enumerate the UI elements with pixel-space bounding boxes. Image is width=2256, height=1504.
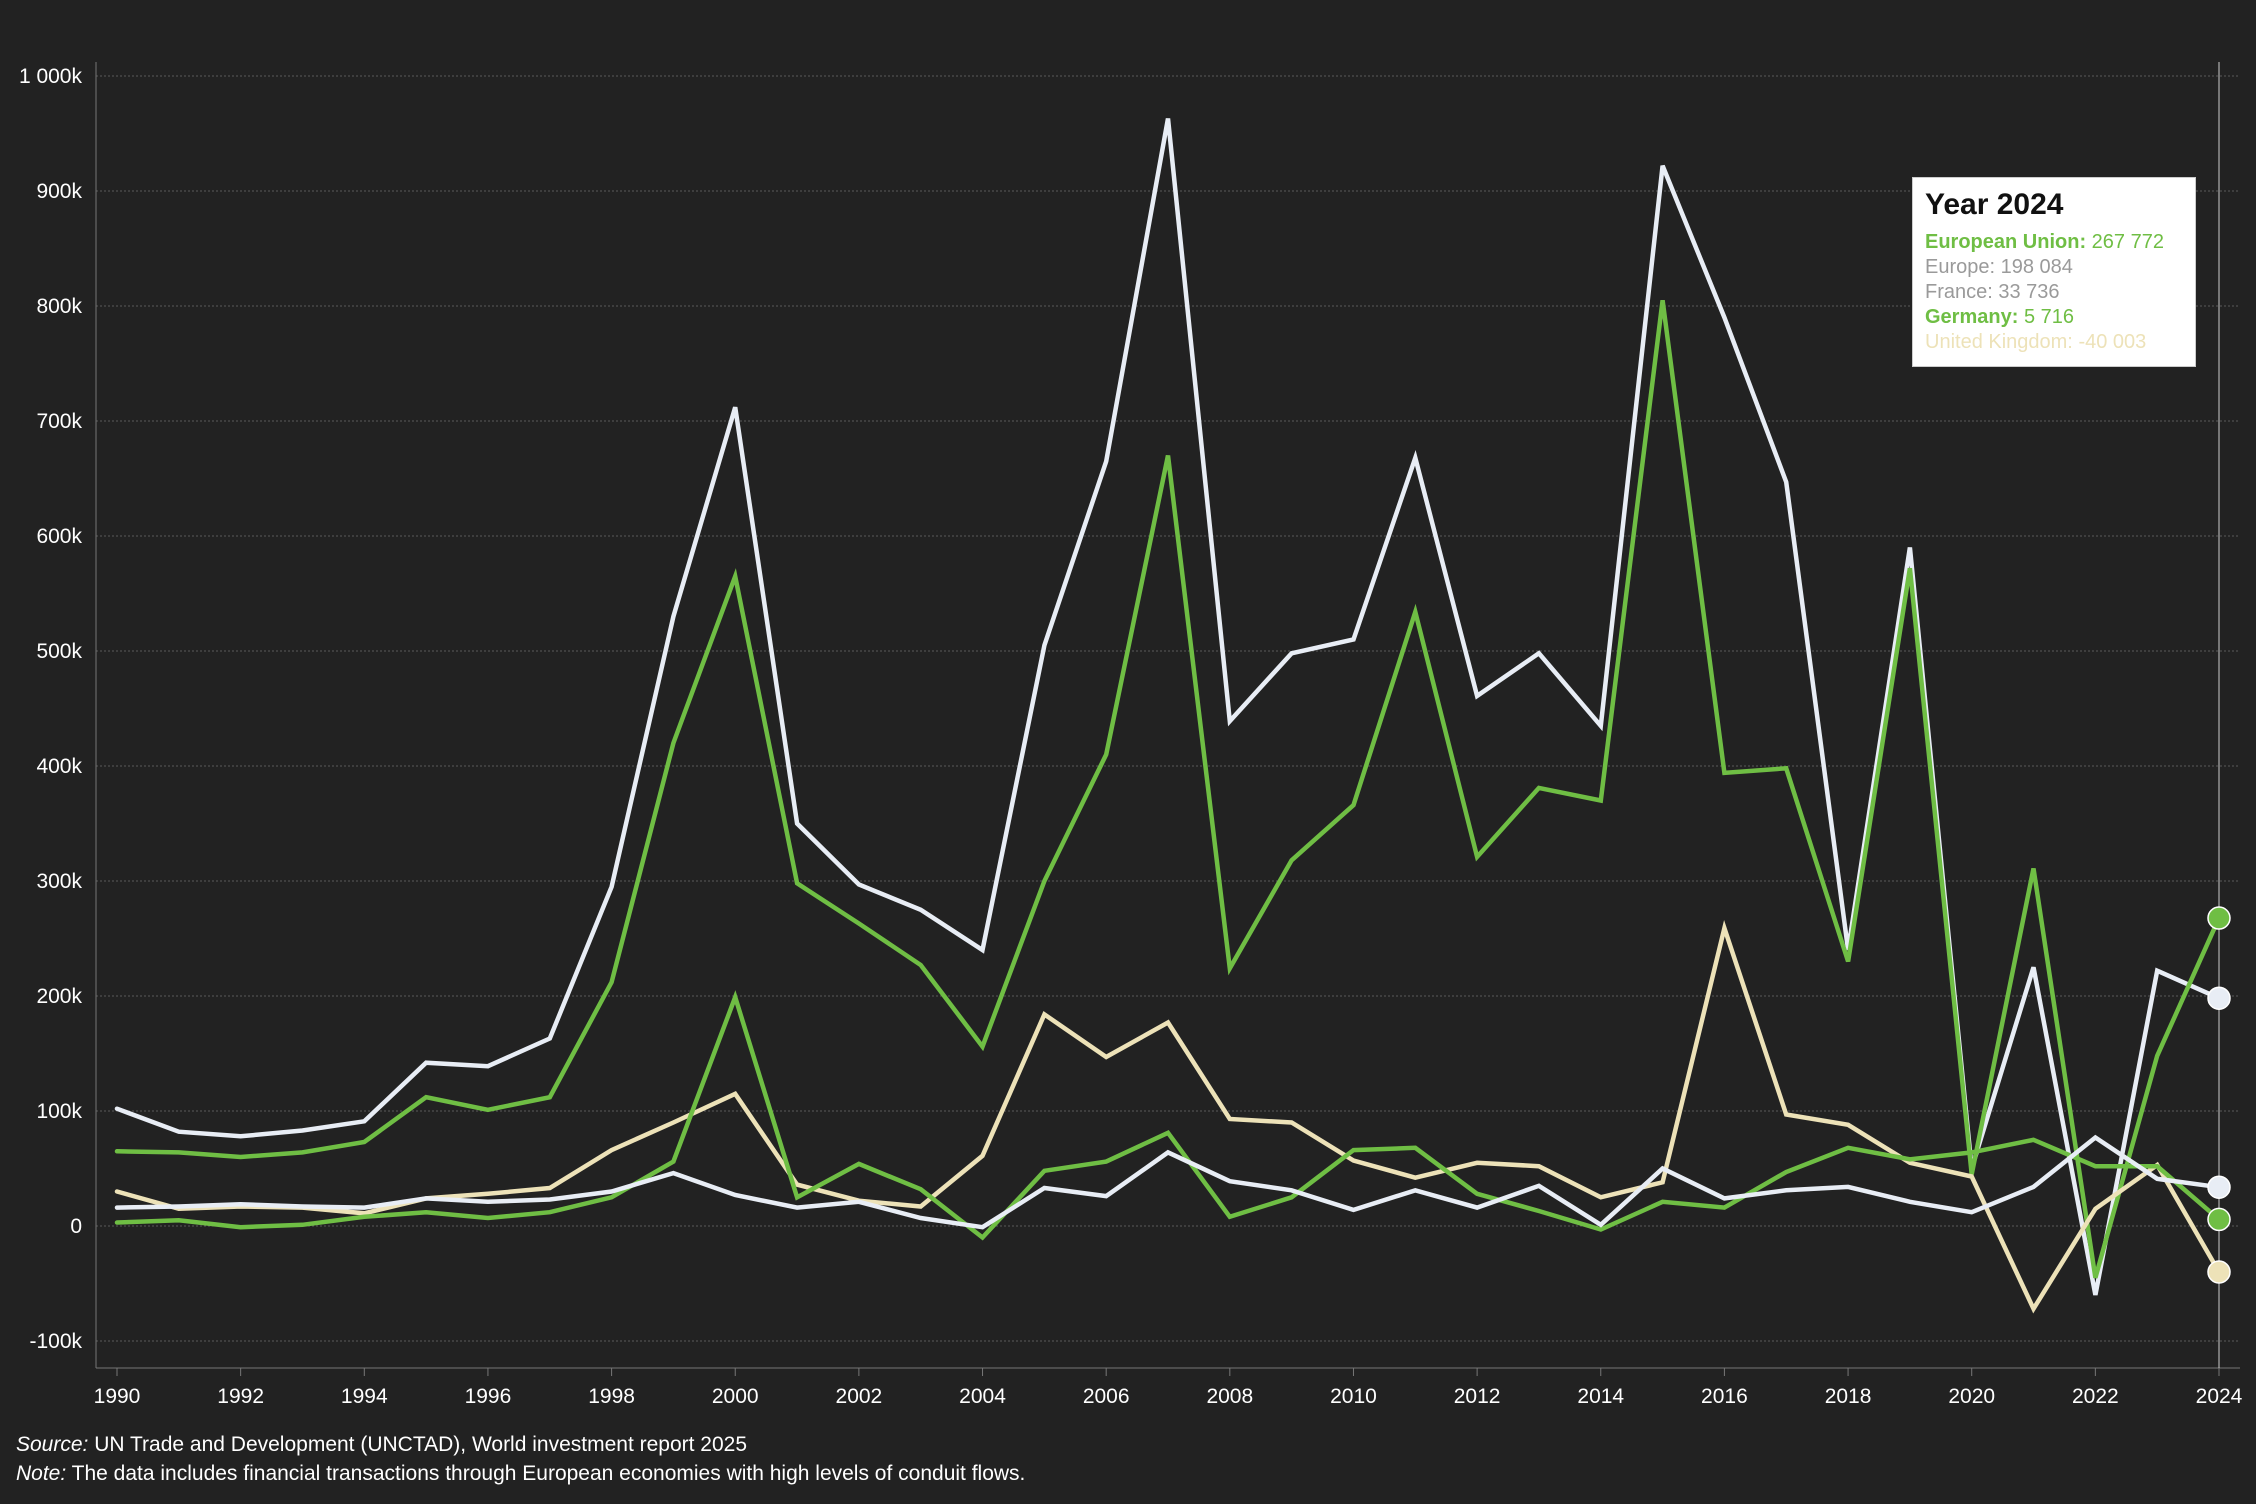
x-tick-label: 1994	[341, 1385, 388, 1408]
y-tick-label: 1 000k	[19, 65, 83, 88]
grid-lines	[96, 75, 2240, 1342]
x-tick-label: 2014	[1577, 1385, 1624, 1408]
y-tick-label: -100k	[29, 1330, 82, 1353]
x-tick-label: 2010	[1330, 1385, 1377, 1408]
y-tick-label: 100k	[36, 1100, 82, 1123]
marker-european-union[interactable]	[2207, 906, 2231, 930]
tooltip-label: Europe:	[1925, 256, 1996, 278]
tooltip-row-germany: Germany: 5 716	[1925, 305, 2183, 330]
series-line-france[interactable]	[114, 1134, 2222, 1230]
marker-europe[interactable]	[2207, 986, 2231, 1010]
y-tick-label: 900k	[36, 180, 82, 203]
tooltip-title: Year 2024	[1925, 188, 2064, 221]
x-tick-label: 2024	[2196, 1385, 2243, 1408]
highlight-markers[interactable]	[2207, 906, 2231, 1284]
tooltip-value: 33 736	[1998, 281, 2060, 303]
axes	[95, 62, 2240, 1376]
y-tick-label: 700k	[36, 410, 82, 433]
x-tick-label: 2002	[836, 1385, 883, 1408]
x-tick-label: 1990	[94, 1385, 141, 1408]
marker-france[interactable]	[2207, 1175, 2231, 1199]
y-tick-label: 200k	[36, 985, 82, 1008]
note-line: Note: The data includes financial transa…	[16, 1459, 1025, 1488]
tooltip-label: Germany:	[1925, 306, 2019, 328]
x-tick-label: 2000	[712, 1385, 759, 1408]
source-label: Source:	[16, 1433, 89, 1456]
x-tick-label: 2004	[959, 1385, 1006, 1408]
series-line-european-union[interactable]	[114, 300, 2222, 1279]
y-tick-label: 300k	[36, 870, 82, 893]
marker-germany[interactable]	[2207, 1207, 2231, 1232]
tooltip-value: 198 084	[2000, 256, 2073, 278]
x-tick-label: 2016	[1701, 1385, 1748, 1408]
tooltip-value: -40 003	[2078, 331, 2147, 353]
series-line-united-kingdom[interactable]	[114, 919, 2222, 1314]
tooltip-label: France:	[1925, 281, 1993, 303]
tooltip-label: United Kingdom:	[1925, 331, 2073, 353]
y-tick-label: 400k	[36, 755, 82, 778]
source-line: Source: UN Trade and Development (UNCTAD…	[16, 1430, 1025, 1459]
tooltip-label: European Union:	[1925, 231, 2087, 253]
x-tick-label: 2022	[2072, 1385, 2119, 1408]
tooltip-row-europe: Europe: 198 084	[1925, 255, 2183, 280]
x-tick-label: 2020	[1948, 1385, 1995, 1408]
series-line-germany[interactable]	[114, 990, 2222, 1241]
note-text: The data includes financial transactions…	[66, 1462, 1026, 1485]
x-tick-label: 1996	[465, 1385, 512, 1408]
x-tick-label: 1992	[217, 1385, 264, 1408]
x-tick-label: 1998	[588, 1385, 635, 1408]
series-line-europe[interactable]	[114, 118, 2222, 1296]
tooltip-value: 267 772	[2091, 231, 2164, 253]
note-label: Note:	[16, 1462, 67, 1485]
y-tick-label: 800k	[36, 295, 82, 318]
series-lines	[114, 118, 2222, 1314]
y-tick-label: 0	[70, 1215, 82, 1238]
marker-united-kingdom[interactable]	[2207, 1260, 2231, 1284]
x-tick-label: 2012	[1454, 1385, 1501, 1408]
chart-footer: Source: UN Trade and Development (UNCTAD…	[16, 1430, 1025, 1488]
tooltip-row-france: France: 33 736	[1925, 280, 2183, 305]
x-tick-label: 2008	[1206, 1385, 1253, 1408]
tooltip-row-european-union: European Union: 267 772	[1925, 230, 2183, 255]
x-tick-label: 2018	[1825, 1385, 1872, 1408]
x-axis-tick-labels: 1990 1992 1994 1996 1998 2000 2002 2004 2006 2008…	[94, 1385, 2243, 1408]
tooltip-value: 5 716	[2023, 306, 2074, 328]
tooltip-row-united-kingdom: United Kingdom: -40 003	[1925, 330, 2183, 355]
tooltip: Year 2024 European Union: 267 772 Europe…	[1912, 177, 2196, 367]
source-text: UN Trade and Development (UNCTAD), World…	[88, 1433, 748, 1456]
y-tick-label: 600k	[36, 525, 82, 548]
y-tick-label: 500k	[36, 640, 82, 663]
y-axis-tick-labels: -100k 0 100k 200k 300k 400k 500k 600k 700k 800k 90…	[19, 65, 83, 1353]
x-tick-label: 2006	[1083, 1385, 1130, 1408]
